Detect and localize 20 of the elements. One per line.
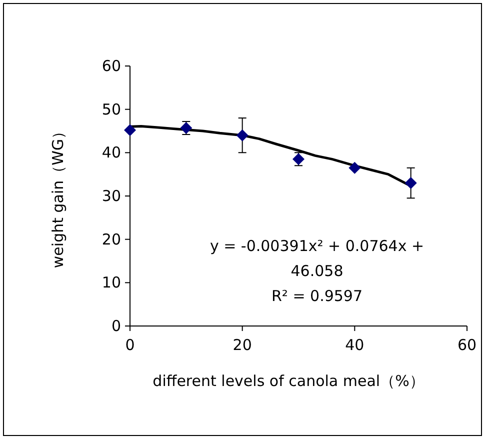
y-tick-label: 50 <box>102 100 121 118</box>
y-tick-label: 60 <box>102 57 121 75</box>
y-tick-label: 0 <box>111 317 121 335</box>
point <box>236 129 248 142</box>
annotation: 46.058 <box>290 262 344 280</box>
x-tick-label: 0 <box>125 336 135 354</box>
y-tick-label: 30 <box>102 187 121 205</box>
point <box>404 177 417 189</box>
y-tick-label: 40 <box>102 144 121 162</box>
annotation: y = -0.00391x² + 0.0764x + <box>210 237 424 255</box>
x-tick-label: 60 <box>457 336 477 354</box>
x-axis-title: different levels of canola meal（%） <box>152 372 424 390</box>
y-tick-label: 20 <box>102 230 121 248</box>
x-tick-label: 20 <box>232 336 252 354</box>
y-axis-title: weight gain（WG） <box>49 124 67 268</box>
annotation: R² = 0.9597 <box>271 287 363 305</box>
x-tick-label: 40 <box>345 336 364 354</box>
point <box>124 124 136 136</box>
y-tick-label: 10 <box>102 274 121 292</box>
point <box>348 162 361 174</box>
